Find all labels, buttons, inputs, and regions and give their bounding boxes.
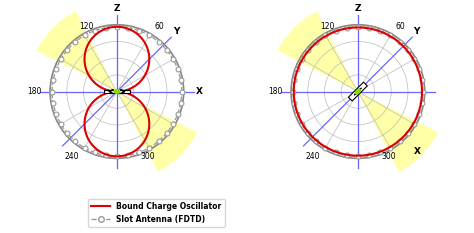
FancyBboxPatch shape bbox=[104, 90, 129, 93]
Text: 120: 120 bbox=[320, 22, 335, 31]
Polygon shape bbox=[277, 11, 358, 92]
Text: 180: 180 bbox=[27, 87, 41, 96]
Text: X: X bbox=[196, 87, 203, 96]
Polygon shape bbox=[36, 11, 117, 92]
Text: 60: 60 bbox=[155, 22, 164, 31]
Text: 300: 300 bbox=[140, 152, 155, 161]
Ellipse shape bbox=[114, 90, 120, 93]
Text: X: X bbox=[414, 147, 420, 156]
Text: 240: 240 bbox=[64, 152, 79, 161]
Text: Y: Y bbox=[414, 27, 420, 36]
Text: Z: Z bbox=[114, 4, 120, 13]
Polygon shape bbox=[358, 92, 438, 172]
Text: 180: 180 bbox=[268, 87, 283, 96]
FancyBboxPatch shape bbox=[348, 82, 367, 101]
Text: 240: 240 bbox=[306, 152, 320, 161]
Ellipse shape bbox=[356, 89, 360, 94]
Legend: Bound Charge Oscillator, Slot Antenna (FDTD): Bound Charge Oscillator, Slot Antenna (F… bbox=[88, 199, 225, 227]
Text: Y: Y bbox=[173, 27, 179, 36]
Text: Z: Z bbox=[355, 4, 361, 13]
Text: 60: 60 bbox=[396, 22, 405, 31]
Text: 300: 300 bbox=[381, 152, 396, 161]
Text: 120: 120 bbox=[79, 22, 93, 31]
Polygon shape bbox=[117, 92, 197, 172]
